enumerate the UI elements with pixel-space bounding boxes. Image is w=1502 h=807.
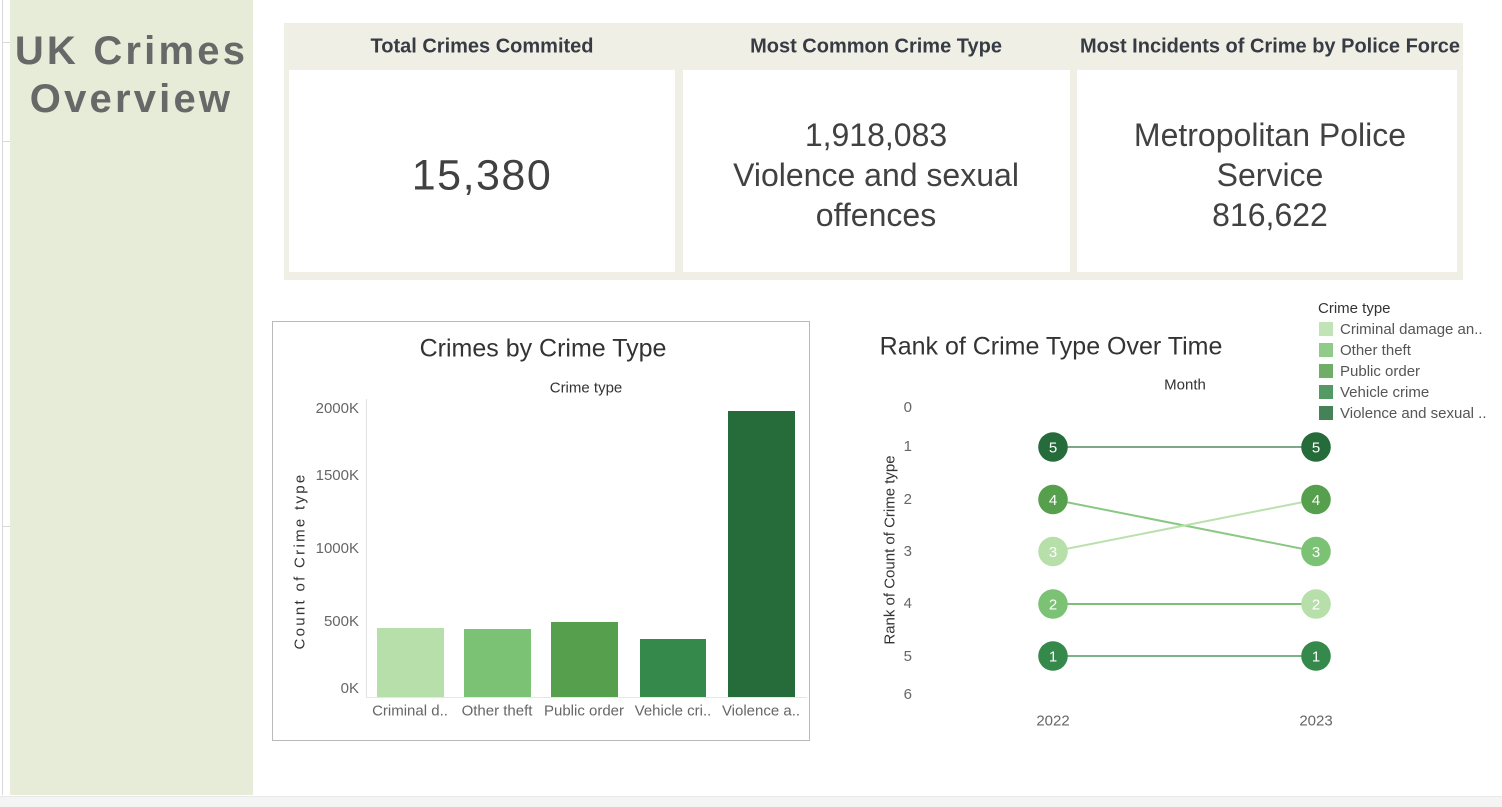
svg-text:5: 5	[1049, 440, 1057, 457]
svg-text:5: 5	[1312, 440, 1320, 457]
svg-text:3: 3	[1049, 544, 1057, 561]
svg-text:2: 2	[1049, 597, 1057, 614]
svg-text:2: 2	[1312, 597, 1320, 614]
svg-text:4: 4	[1049, 492, 1057, 509]
svg-text:3: 3	[1312, 544, 1320, 561]
svg-text:1: 1	[1049, 649, 1057, 666]
svg-text:4: 4	[1312, 492, 1320, 509]
svg-text:1: 1	[1312, 649, 1320, 666]
